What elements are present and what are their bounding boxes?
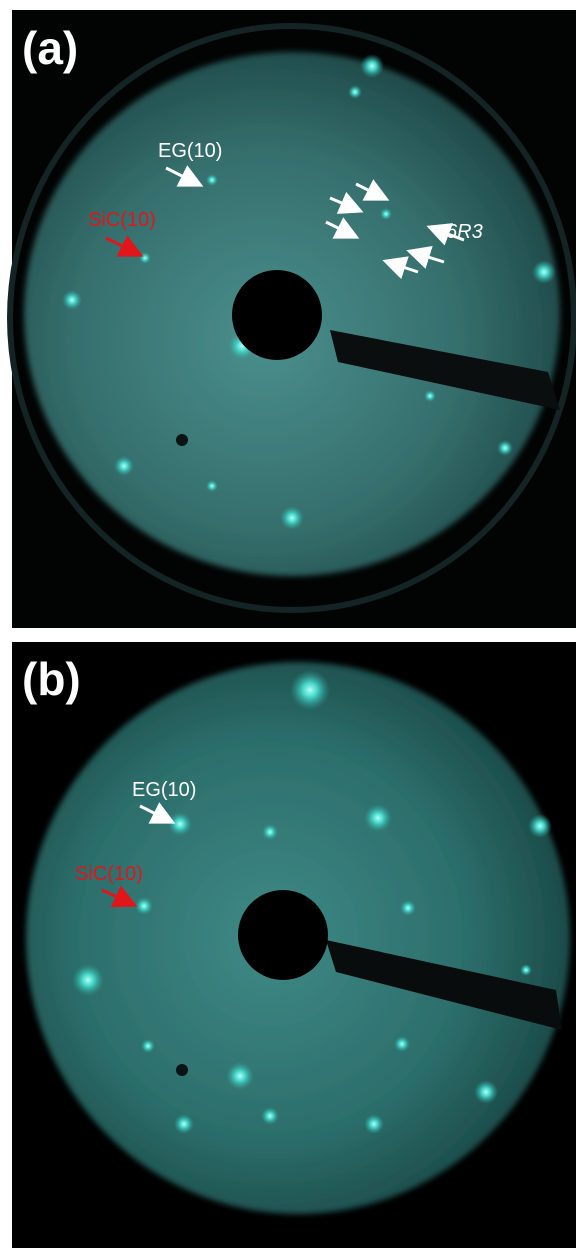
electron-gun (238, 890, 328, 980)
electron-gun (232, 270, 322, 360)
panel-label: (a) (22, 22, 78, 74)
spot (290, 670, 330, 710)
panel-b: (b) EG(10) SiC(10) (12, 642, 576, 1248)
spot (62, 290, 82, 310)
panel-a: (a) EG(10) SiC(10) 6R3 (10, 10, 576, 628)
spot (141, 1039, 155, 1053)
spot (474, 1080, 498, 1104)
annotation: SiC(10) (75, 863, 143, 885)
spot (174, 1114, 194, 1134)
spot (135, 897, 153, 915)
annotation: EG(10) (132, 779, 196, 801)
page: (a) EG(10) SiC(10) 6R3 (0, 0, 576, 1254)
spot (400, 900, 416, 916)
spot (206, 480, 218, 492)
spot (226, 1062, 254, 1090)
spot (497, 440, 513, 456)
spot (348, 85, 362, 99)
spot (168, 812, 192, 836)
figure: (a) EG(10) SiC(10) 6R3 (0, 0, 576, 1254)
screen-defect (176, 1064, 188, 1076)
spot (380, 208, 392, 220)
panel-label: (b) (22, 653, 81, 705)
screen-defect (176, 434, 188, 446)
spot (360, 54, 384, 78)
spot (394, 1036, 410, 1052)
spot (72, 964, 104, 996)
spot (206, 174, 218, 186)
spot (520, 964, 532, 976)
spot (528, 814, 552, 838)
annotation: 6R3 (446, 221, 483, 243)
spot (114, 456, 134, 476)
spot (139, 252, 151, 264)
spot (424, 390, 436, 402)
spot (364, 1114, 384, 1134)
annotation: SiC(10) (88, 209, 156, 231)
spot (261, 1107, 279, 1125)
spot (262, 824, 278, 840)
spot (280, 506, 304, 530)
spot (532, 260, 556, 284)
spot (364, 804, 392, 832)
annotation: EG(10) (158, 140, 222, 162)
